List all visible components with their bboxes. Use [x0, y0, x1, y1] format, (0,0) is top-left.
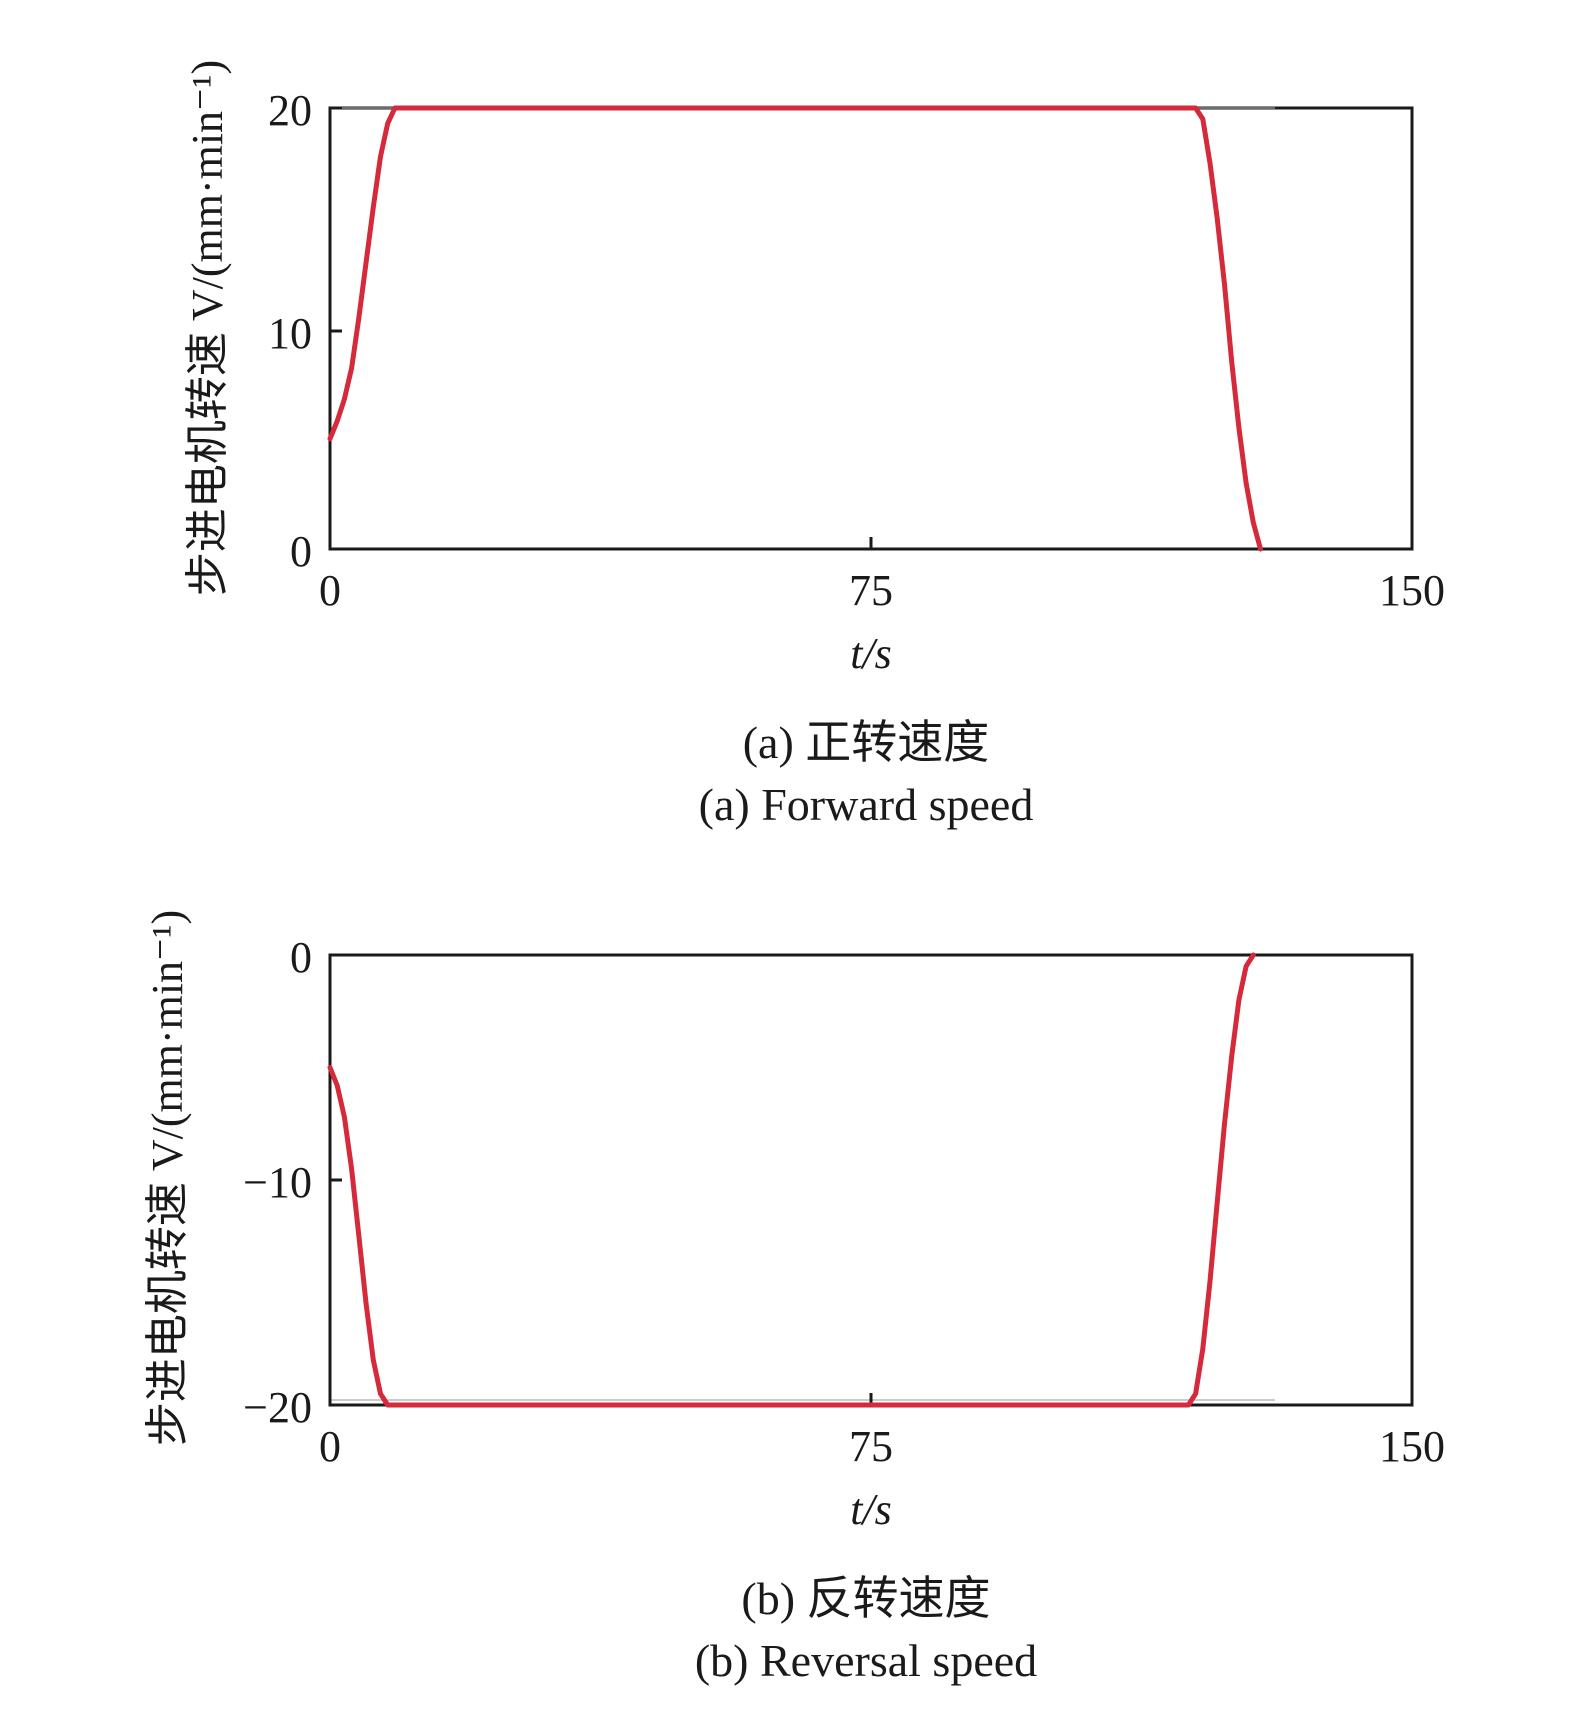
chart-a-series-line — [327, 105, 1263, 552]
chart-b-ytick-label: −10 — [243, 1158, 312, 1207]
chart-b-xlabel: t/s — [850, 1485, 892, 1534]
chart-a-caption-en: (a) Forward speed — [699, 779, 1034, 830]
chart-a-ytick-label: 0 — [290, 527, 312, 576]
chart-a-xtick-label: 75 — [849, 566, 893, 615]
chart-b-ytick-label: 0 — [290, 933, 312, 982]
chart-a-caption-cn: (a) 正转速度 — [743, 717, 990, 768]
chart-b-ytick-label: −20 — [243, 1383, 312, 1432]
chart-a-ytick-label: 20 — [268, 86, 312, 135]
chart-b-xtick-label: 75 — [849, 1422, 893, 1471]
chart-a: 0 10 20 0 75 150 t/s 步进电机转速 V/(mm·min⁻¹)… — [183, 60, 1445, 830]
chart-b-xtick-label: 150 — [1379, 1422, 1445, 1471]
chart-b-caption-cn: (b) 反转速度 — [741, 1573, 990, 1624]
chart-a-xtick-label: 0 — [319, 566, 341, 615]
chart-a-xlabel: t/s — [850, 629, 892, 678]
chart-b-caption-en: (b) Reversal speed — [695, 1635, 1037, 1686]
chart-a-ylabel: 步进电机转速 V/(mm·min⁻¹) — [183, 60, 232, 596]
chart-a-plot-frame — [328, 106, 1414, 551]
chart-b-ylabel: 步进电机转速 V/(mm·min⁻¹) — [143, 910, 192, 1446]
chart-a-ytick-label: 10 — [268, 309, 312, 358]
chart-b-plot-frame — [328, 953, 1414, 1407]
chart-b: 0 −10 −20 0 75 150 t/s 步进电机转速 V/(mm·min⁻… — [143, 910, 1445, 1686]
chart-a-xtick-label: 150 — [1379, 566, 1445, 615]
chart-b-xtick-label: 0 — [319, 1422, 341, 1471]
chart-b-series-line — [327, 952, 1256, 1408]
